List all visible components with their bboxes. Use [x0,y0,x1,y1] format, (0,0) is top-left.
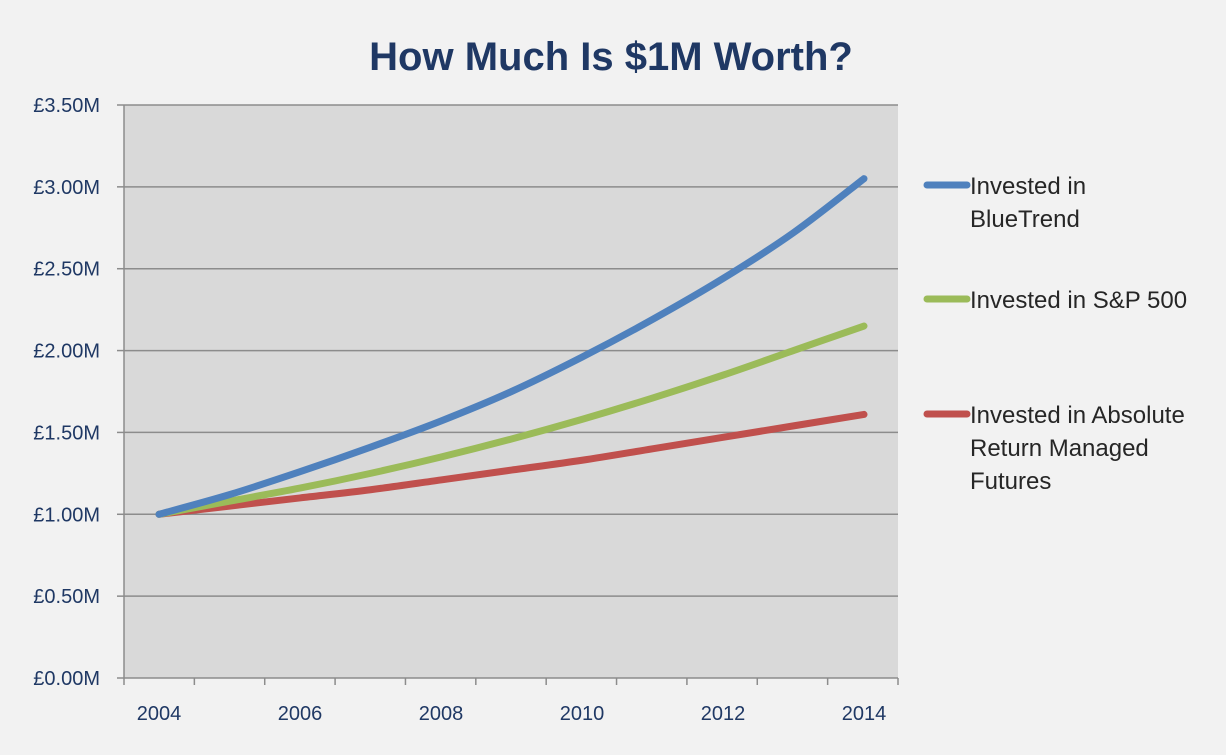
y-tick-label: £1.50M [33,422,100,444]
x-tick-label: 2012 [701,703,746,725]
axes [117,104,899,685]
y-tick-label: £3.50M [33,95,100,117]
series-line-sp500 [155,322,868,518]
series-line-bluetrend [155,175,868,518]
gridlines [124,104,898,597]
legend-label-managed-futures: Return Managed [970,435,1149,462]
y-tick-label: £1.00M [33,504,100,526]
y-tick-label: £2.00M [33,341,100,363]
legend-label-managed-futures: Invested in Absolute [970,402,1185,429]
y-tick-label: £2.50M [33,259,100,281]
series-lines [155,175,868,518]
x-axis-tick-labels: 2004 2006 2008 2010 2012 2014 [137,703,887,725]
x-tick-label: 2010 [560,703,605,725]
y-tick-label: £0.00M [33,668,100,690]
x-tick-label: 2006 [278,703,323,725]
legend-label-managed-futures: Futures [970,468,1051,495]
legend-label-bluetrend: Invested in [970,173,1086,200]
y-axis-tick-labels: £0.00M £0.50M £1.00M £1.50M £2.00M £2.50M £3.0… [33,95,100,690]
y-tick-label: £0.50M [33,586,100,608]
legend: Invested in BlueTrend Invested in S&P 500 I… [923,173,1187,495]
x-tick-label: 2008 [419,703,464,725]
chart-title: How Much Is $1M Worth? [369,35,853,79]
y-tick-label: £3.00M [33,177,100,199]
legend-label-bluetrend: BlueTrend [970,206,1080,233]
x-tick-label: 2004 [137,703,182,725]
x-tick-label: 2014 [842,703,887,725]
legend-label-sp500: Invested in S&P 500 [970,287,1187,314]
series-line-managed-futures [155,410,868,518]
